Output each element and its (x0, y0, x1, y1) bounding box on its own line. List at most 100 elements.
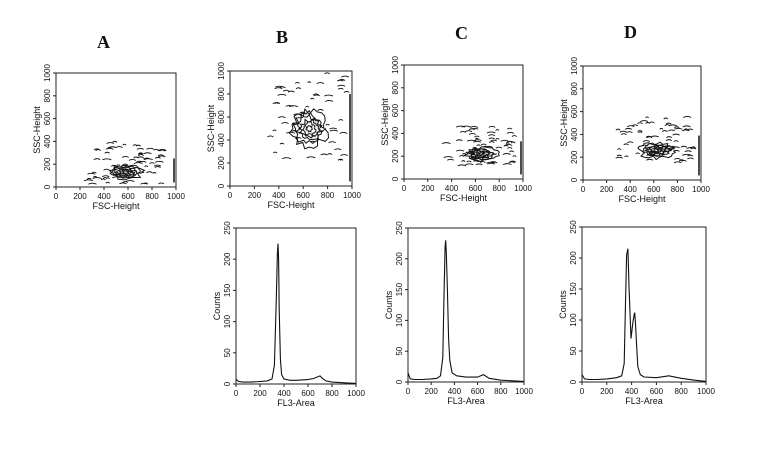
event-contour (626, 131, 633, 134)
y-tick-label: 1000 (391, 56, 400, 74)
y-tick-label: 0 (391, 176, 400, 181)
event-contour (83, 179, 94, 182)
chart-a-scatter: 0 200 400 600 800 1000 0 200 400 600 800 1000 FSC-He… (32, 64, 185, 211)
event-contour (127, 170, 137, 173)
x-tick-label: 0 (580, 387, 585, 396)
event-contour (473, 140, 482, 143)
x-tick-label: 600 (469, 184, 483, 193)
event-contour (623, 143, 629, 146)
x-tick-label: 400 (448, 387, 462, 396)
x-tick-label: 800 (494, 387, 508, 396)
event-contour (684, 150, 692, 153)
event-contour (158, 155, 166, 158)
event-contour (495, 137, 500, 140)
event-contour (340, 154, 348, 156)
event-contour (112, 176, 121, 179)
y-tick-label: 200 (395, 252, 404, 266)
event-contour (146, 147, 155, 150)
x-tick-label: 200 (600, 185, 614, 194)
y-tick-label: 600 (391, 103, 400, 117)
y-tick-label: 600 (217, 110, 226, 124)
event-contour (505, 142, 510, 145)
chart-d-histogram: 0 200 400 600 800 1000 0 50 100 150 200 250 FL3-Area… (558, 220, 715, 406)
event-contour (615, 156, 624, 159)
event-contour (646, 158, 654, 161)
event-contour (92, 175, 98, 178)
event-contour (646, 136, 653, 139)
event-contour (95, 149, 102, 151)
event-contour (683, 115, 692, 118)
y-tick-label: 800 (570, 82, 579, 96)
y-axis-label: Counts (558, 290, 568, 319)
y-tick-label: 50 (223, 348, 232, 357)
event-contour (320, 153, 328, 156)
event-contour (475, 148, 479, 151)
event-contour (295, 87, 302, 90)
contour-population (267, 72, 351, 182)
event-contour (503, 144, 509, 147)
event-contour (456, 125, 466, 128)
x-tick-label: 400 (445, 184, 459, 193)
event-contour (662, 150, 670, 153)
y-tick-label: 0 (569, 379, 578, 384)
event-contour (682, 125, 691, 128)
y-tick-label: 600 (43, 111, 52, 125)
contour-line (288, 108, 330, 150)
event-contour (506, 127, 513, 130)
x-tick-label: 400 (277, 389, 291, 398)
event-contour (446, 158, 454, 161)
panel-label-b: B (276, 27, 289, 47)
event-contour (668, 124, 678, 127)
event-contour (110, 164, 118, 167)
event-contour (293, 113, 302, 116)
event-contour (329, 129, 338, 132)
event-contour (343, 91, 350, 93)
event-contour (138, 160, 147, 163)
event-contour (626, 125, 635, 128)
event-contour (144, 165, 149, 168)
event-contour (456, 149, 465, 152)
contour-population (441, 125, 522, 175)
event-contour (504, 144, 513, 146)
contour-line (468, 148, 497, 161)
y-tick-label: 0 (43, 184, 52, 189)
event-contour (681, 129, 690, 132)
event-contour (473, 159, 481, 162)
chart-b-histogram: 0 200 400 600 800 1000 0 50 100 150 200 250 FL3-Area… (212, 221, 365, 408)
y-axis-label: Counts (212, 291, 222, 320)
x-tick-label: 0 (581, 185, 586, 194)
plot-frame (229, 70, 353, 187)
y-tick-label: 200 (217, 156, 226, 170)
event-contour (286, 131, 296, 134)
event-contour (682, 153, 692, 156)
event-contour (107, 146, 112, 149)
event-contour (105, 177, 110, 179)
event-contour (101, 175, 110, 178)
event-contour (640, 144, 649, 147)
event-contour (619, 130, 627, 133)
x-tick-label: 200 (600, 387, 614, 396)
y-tick-label: 100 (223, 314, 232, 328)
event-contour (267, 135, 274, 138)
event-contour (616, 154, 622, 157)
event-contour (325, 123, 330, 126)
contour-line (302, 121, 317, 136)
event-contour (310, 97, 315, 100)
event-contour (105, 147, 114, 150)
event-contour (486, 131, 496, 134)
event-contour (491, 161, 498, 164)
y-tick-label: 0 (395, 379, 404, 384)
event-contour (620, 133, 627, 136)
event-contour (277, 116, 286, 119)
x-tick-label: 0 (54, 192, 59, 201)
event-contour (135, 144, 141, 147)
event-contour (93, 158, 101, 160)
event-contour (310, 134, 316, 137)
y-tick-label: 200 (391, 149, 400, 163)
x-tick-label: 800 (493, 184, 507, 193)
event-contour (153, 148, 159, 151)
contour-line (476, 152, 485, 156)
x-tick-label: 600 (650, 387, 664, 396)
contour-line (463, 146, 500, 162)
event-contour (105, 181, 111, 184)
